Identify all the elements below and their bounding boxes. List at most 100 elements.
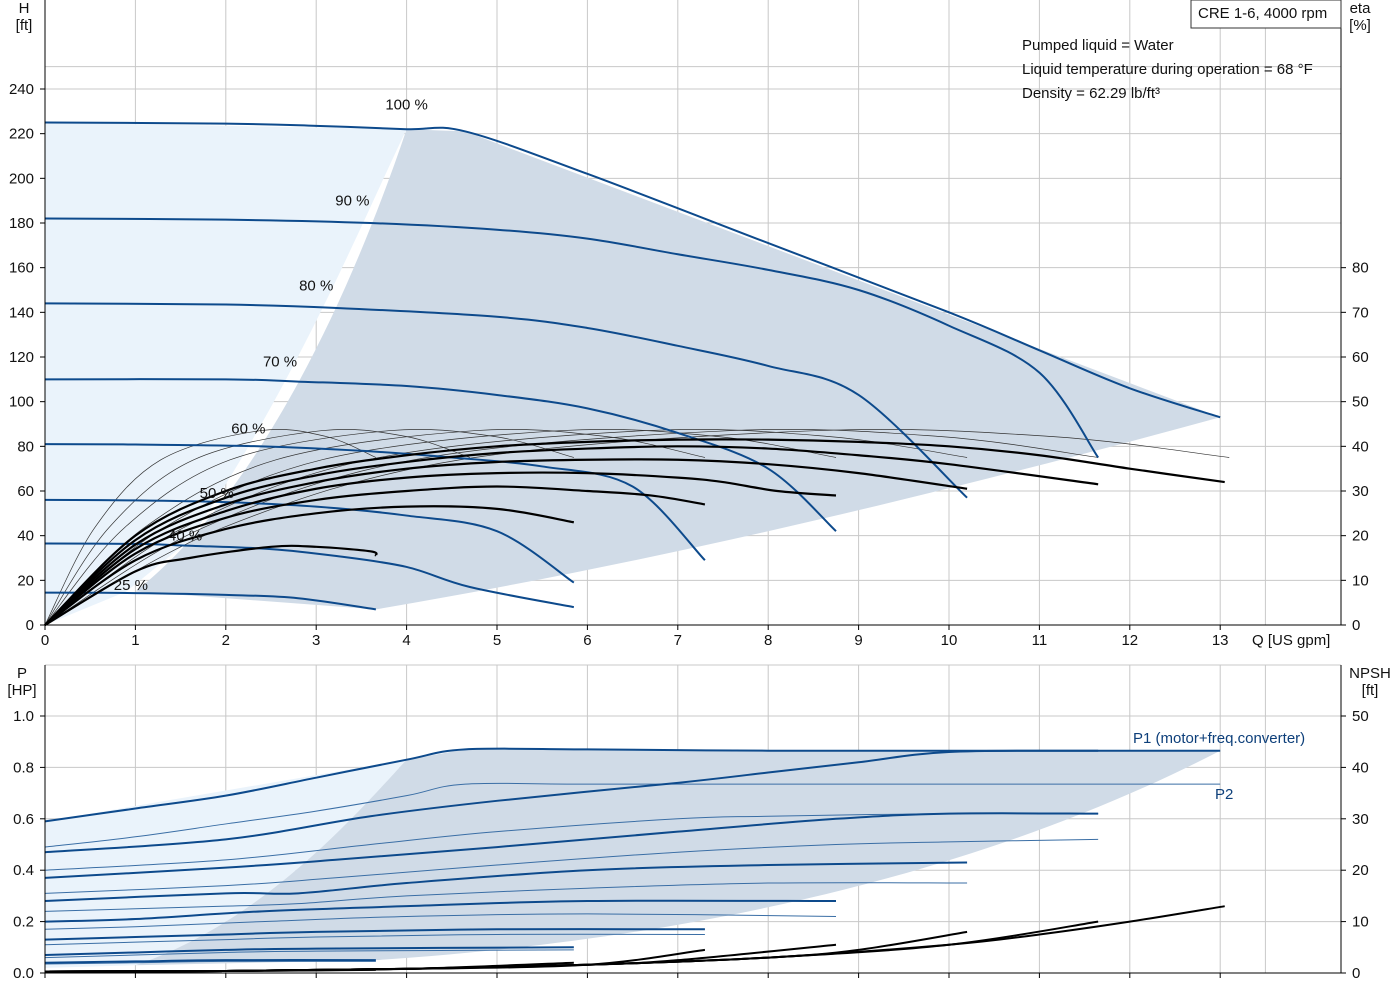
performance-curves [44, 121, 1230, 973]
y-tick-label-left: 240 [9, 81, 34, 98]
y-tick-label-left: 0 [26, 617, 34, 634]
p2-curve [44, 838, 1099, 894]
efficiency-curve [44, 438, 1225, 626]
speed-label: 100 % [385, 97, 428, 114]
p1-curve [44, 861, 968, 903]
p1-curve [44, 899, 837, 923]
head-curve [44, 498, 575, 584]
y-tick-label-left: 140 [9, 304, 34, 321]
p2-curve [44, 882, 968, 912]
axis-labels: 100 %90 %80 %70 %60 %50 %40 %25 %0 1 2 3 4 5 6… [7, 0, 1390, 982]
x-tick-label: 8 [764, 632, 772, 649]
model-box-frame [1190, 0, 1342, 29]
efficiency-curve-thin [44, 429, 574, 626]
light-region-head [45, 122, 407, 625]
p2-curve [44, 949, 574, 959]
p2-curve [44, 782, 1221, 848]
y-tick-label-left: 120 [9, 349, 34, 366]
y-tick-label-left: 180 [9, 215, 34, 232]
speed-label: 60 % [231, 420, 265, 437]
x-axis-title: Q [US gpm] [1252, 632, 1330, 649]
y-tick-label-right: 10 [1352, 572, 1369, 589]
efficiency-curve [44, 458, 968, 626]
y-tick-label-left: 200 [9, 170, 34, 187]
y-axis-unit-left: [HP] [7, 682, 36, 699]
p1-curve [44, 747, 1221, 823]
y-tick-label-right: 0 [1352, 965, 1360, 982]
y-axis-title-left: H [19, 0, 30, 17]
efficiency-curve [44, 485, 706, 626]
p2-curve [44, 933, 705, 946]
x-tick-label: 12 [1121, 632, 1138, 649]
light-region-power [45, 759, 407, 968]
p1-curve [44, 946, 574, 957]
head-curve [44, 443, 706, 561]
y-axis-title-left: P [17, 665, 27, 682]
y-tick-label-right: 40 [1352, 759, 1369, 776]
head-curve [44, 121, 1221, 419]
y-tick-label-left: 160 [9, 260, 34, 277]
speed-label: 70 % [263, 353, 297, 370]
y-tick-label-right: 20 [1352, 862, 1369, 879]
p2-curve [44, 960, 376, 965]
speed-label: 90 % [335, 193, 369, 210]
y-axis-unit-right: [%] [1349, 17, 1371, 34]
y-tick-label-right: 70 [1352, 304, 1369, 321]
operating-region-head [135, 129, 1221, 610]
x-tick-label: 11 [1032, 632, 1048, 649]
x-tick-label: 6 [583, 632, 591, 649]
efficiency-curve-thin [44, 429, 377, 626]
y-tick-label-left: 1.0 [13, 708, 34, 725]
y-axis-unit-left: [ft] [16, 17, 33, 34]
efficiency-curve [44, 445, 1099, 626]
efficiency-curve-thin [44, 429, 470, 626]
efficiency-curve-thin [44, 429, 1099, 626]
x-tick-label: 1 [131, 632, 139, 649]
y-tick-label-left: 0.0 [13, 965, 34, 982]
liquid-temperature-text: Liquid temperature during operation = 68… [1022, 61, 1313, 78]
axes [40, 0, 1346, 978]
density-text: Density = 62.29 lb/ft³ [1022, 85, 1160, 102]
x-tick-label: 2 [222, 632, 230, 649]
efficiency-curve [44, 505, 575, 626]
speed-label: 50 % [200, 485, 234, 502]
npsh-curve [44, 968, 376, 973]
operating-region [45, 122, 1221, 968]
x-tick-label: 4 [402, 632, 410, 649]
y-tick-label-right: 20 [1352, 528, 1369, 545]
model-box-label: CRE 1-6, 4000 rpm [1198, 5, 1327, 22]
p1-curve [44, 928, 705, 941]
y-axis-title-right: NPSH [1349, 665, 1391, 682]
y-tick-label-left: 0.4 [13, 862, 34, 879]
x-tick-label: 9 [854, 632, 862, 649]
p2-curve [44, 913, 837, 930]
head-curve [44, 302, 968, 499]
p1-series-label: P1 (motor+freq.converter) [1133, 730, 1305, 747]
y-tick-label-left: 100 [9, 394, 34, 411]
speed-label: 40 % [168, 528, 202, 545]
y-tick-label-right: 10 [1352, 914, 1369, 931]
y-tick-label-right: 50 [1352, 708, 1369, 725]
pumped-liquid-text: Pumped liquid = Water [1022, 37, 1174, 54]
y-tick-label-left: 220 [9, 126, 34, 143]
y-tick-label-left: 80 [17, 438, 34, 455]
speed-label: 25 % [114, 577, 148, 594]
x-tick-label: 5 [493, 632, 501, 649]
head-curve [44, 378, 837, 532]
y-tick-label-right: 40 [1352, 438, 1369, 455]
speed-label: 80 % [299, 278, 333, 295]
y-tick-label-left: 20 [17, 572, 34, 589]
x-tick-label: 13 [1212, 632, 1229, 649]
x-tick-label: 7 [674, 632, 682, 649]
y-tick-label-left: 60 [17, 483, 34, 500]
p1-curve [44, 812, 1099, 879]
p1-curve [44, 749, 1099, 854]
x-tick-label: 10 [941, 632, 958, 649]
y-tick-label-right: 0 [1352, 617, 1360, 634]
y-tick-label-right: 60 [1352, 349, 1369, 366]
x-tick-label: 3 [312, 632, 320, 649]
head-curve [44, 217, 1099, 459]
p2-series-label: P2 [1215, 786, 1233, 803]
y-tick-label-left: 0.6 [13, 811, 34, 828]
